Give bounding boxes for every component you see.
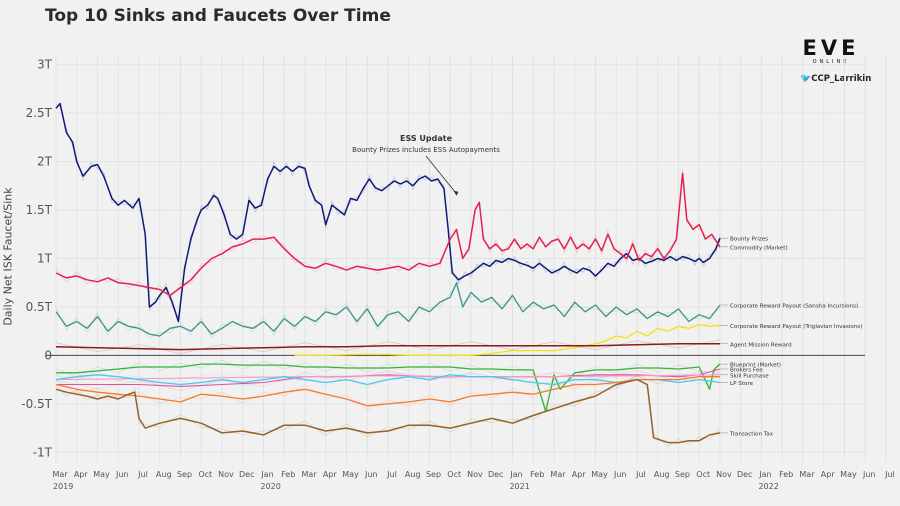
x-tick-label: Mar <box>799 470 815 479</box>
series-line <box>55 343 720 351</box>
x-tick-label: Apr <box>74 470 89 479</box>
y-tick-label: 2T <box>37 155 53 169</box>
series-line <box>55 102 721 323</box>
x-tick-label: Apr <box>572 470 587 479</box>
x-tick-label: Feb <box>530 470 544 479</box>
series-label: Agent Mission Reward <box>730 342 792 348</box>
x-tick-label: Sep <box>177 470 192 479</box>
series-daily-trace <box>55 372 721 411</box>
x-tick-label: Mar <box>301 470 317 479</box>
y-tick-label: 2.5T <box>26 106 53 120</box>
series-line <box>294 323 721 357</box>
series-line <box>55 172 721 297</box>
annotation-arrowhead <box>453 190 459 196</box>
series-line <box>55 374 721 381</box>
series-line <box>55 378 721 444</box>
x-tick-label: Mar <box>550 470 566 479</box>
x-year-label: 2022 <box>758 482 778 491</box>
x-tick-label: Oct <box>696 470 710 479</box>
series-line <box>55 376 720 407</box>
x-year-label: 2019 <box>53 482 73 491</box>
series-label: Bounty Prizes <box>730 237 768 243</box>
y-tick-label: -1T <box>33 445 53 459</box>
logo-subtitle: ONLINE <box>812 59 850 65</box>
x-tick-label: Jan <box>758 470 771 479</box>
eve-online-logo: EVE ONLINE <box>796 37 866 65</box>
y-tick-label: 3T <box>37 58 53 72</box>
series-label: Commodity (Market) <box>730 245 788 251</box>
x-tick-label: Nov <box>218 470 234 479</box>
x-tick-label: Jun <box>364 470 378 479</box>
x-tick-label: Sep <box>426 470 441 479</box>
annotation-arrow <box>425 155 457 195</box>
series-label: Skill Purchase <box>730 373 769 379</box>
x-tick-label: May <box>840 470 857 479</box>
series-daily-trace <box>55 370 721 384</box>
x-tick-label: Dec <box>239 470 254 479</box>
y-tick-label: 0.5T <box>26 300 53 314</box>
annotation-title: ESS Update <box>400 134 453 143</box>
series-label: Corporate Reward Payout (Sansha Incursio… <box>730 304 858 310</box>
x-tick-label: May <box>93 470 110 479</box>
series-line <box>55 282 721 337</box>
x-year-label: 2020 <box>260 482 280 491</box>
logo-wordmark: EVE <box>802 36 860 60</box>
y-tick-label: 1T <box>37 252 53 266</box>
x-tick-label: Aug <box>654 470 670 479</box>
x-tick-label: Jul <box>386 470 397 479</box>
x-tick-label: May <box>591 470 608 479</box>
x-tick-label: Sep <box>675 470 690 479</box>
x-tick-label: Jul <box>635 470 646 479</box>
twitter-handle[interactable]: 🐦CCP_Larrikin <box>800 74 871 84</box>
series-label: Brokers Fee <box>730 367 763 373</box>
x-tick-label: Nov <box>716 470 732 479</box>
x-tick-label: Aug <box>156 470 172 479</box>
annotation-text: Bounty Prizes includes ESS Autopayments <box>352 146 500 154</box>
series-label: Corporate Reward Payout (Triglavian Inva… <box>730 324 862 330</box>
x-tick-label: Feb <box>779 470 793 479</box>
x-tick-label: Mar <box>52 470 68 479</box>
x-tick-label: Apr <box>323 470 338 479</box>
twitter-handle-text: CCP_Larrikin <box>811 74 872 84</box>
x-tick-label: Jun <box>115 470 129 479</box>
x-tick-label: Aug <box>405 470 421 479</box>
twitter-bird-icon: 🐦 <box>800 74 812 84</box>
x-tick-label: Jul <box>884 470 895 479</box>
x-tick-label: Dec <box>488 470 503 479</box>
x-tick-label: Jul <box>137 470 148 479</box>
series-daily-trace <box>55 339 721 354</box>
series-label: Transaction Tax <box>729 431 774 437</box>
x-year-label: 2021 <box>509 482 529 491</box>
y-tick-label: -0.5T <box>21 397 52 411</box>
x-tick-label: Apr <box>821 470 836 479</box>
x-tick-label: Jun <box>862 470 876 479</box>
chart-title: Top 10 Sinks and Faucets Over Time <box>45 6 391 26</box>
x-tick-label: Jan <box>260 470 273 479</box>
x-tick-label: Jan <box>509 470 522 479</box>
series-line <box>55 374 721 386</box>
series-label: LP Store <box>730 381 754 387</box>
x-tick-label: Nov <box>467 470 483 479</box>
x-tick-label: Oct <box>198 470 212 479</box>
series-daily-trace <box>55 359 721 409</box>
x-tick-label: Jun <box>613 470 627 479</box>
series-label: Blueprint (Market) <box>730 363 781 369</box>
x-tick-label: May <box>342 470 359 479</box>
x-tick-label: Dec <box>737 470 752 479</box>
y-tick-label: 1.5T <box>26 203 53 217</box>
x-tick-label: Feb <box>281 470 295 479</box>
series-line <box>56 363 721 413</box>
x-tick-label: Oct <box>447 470 461 479</box>
